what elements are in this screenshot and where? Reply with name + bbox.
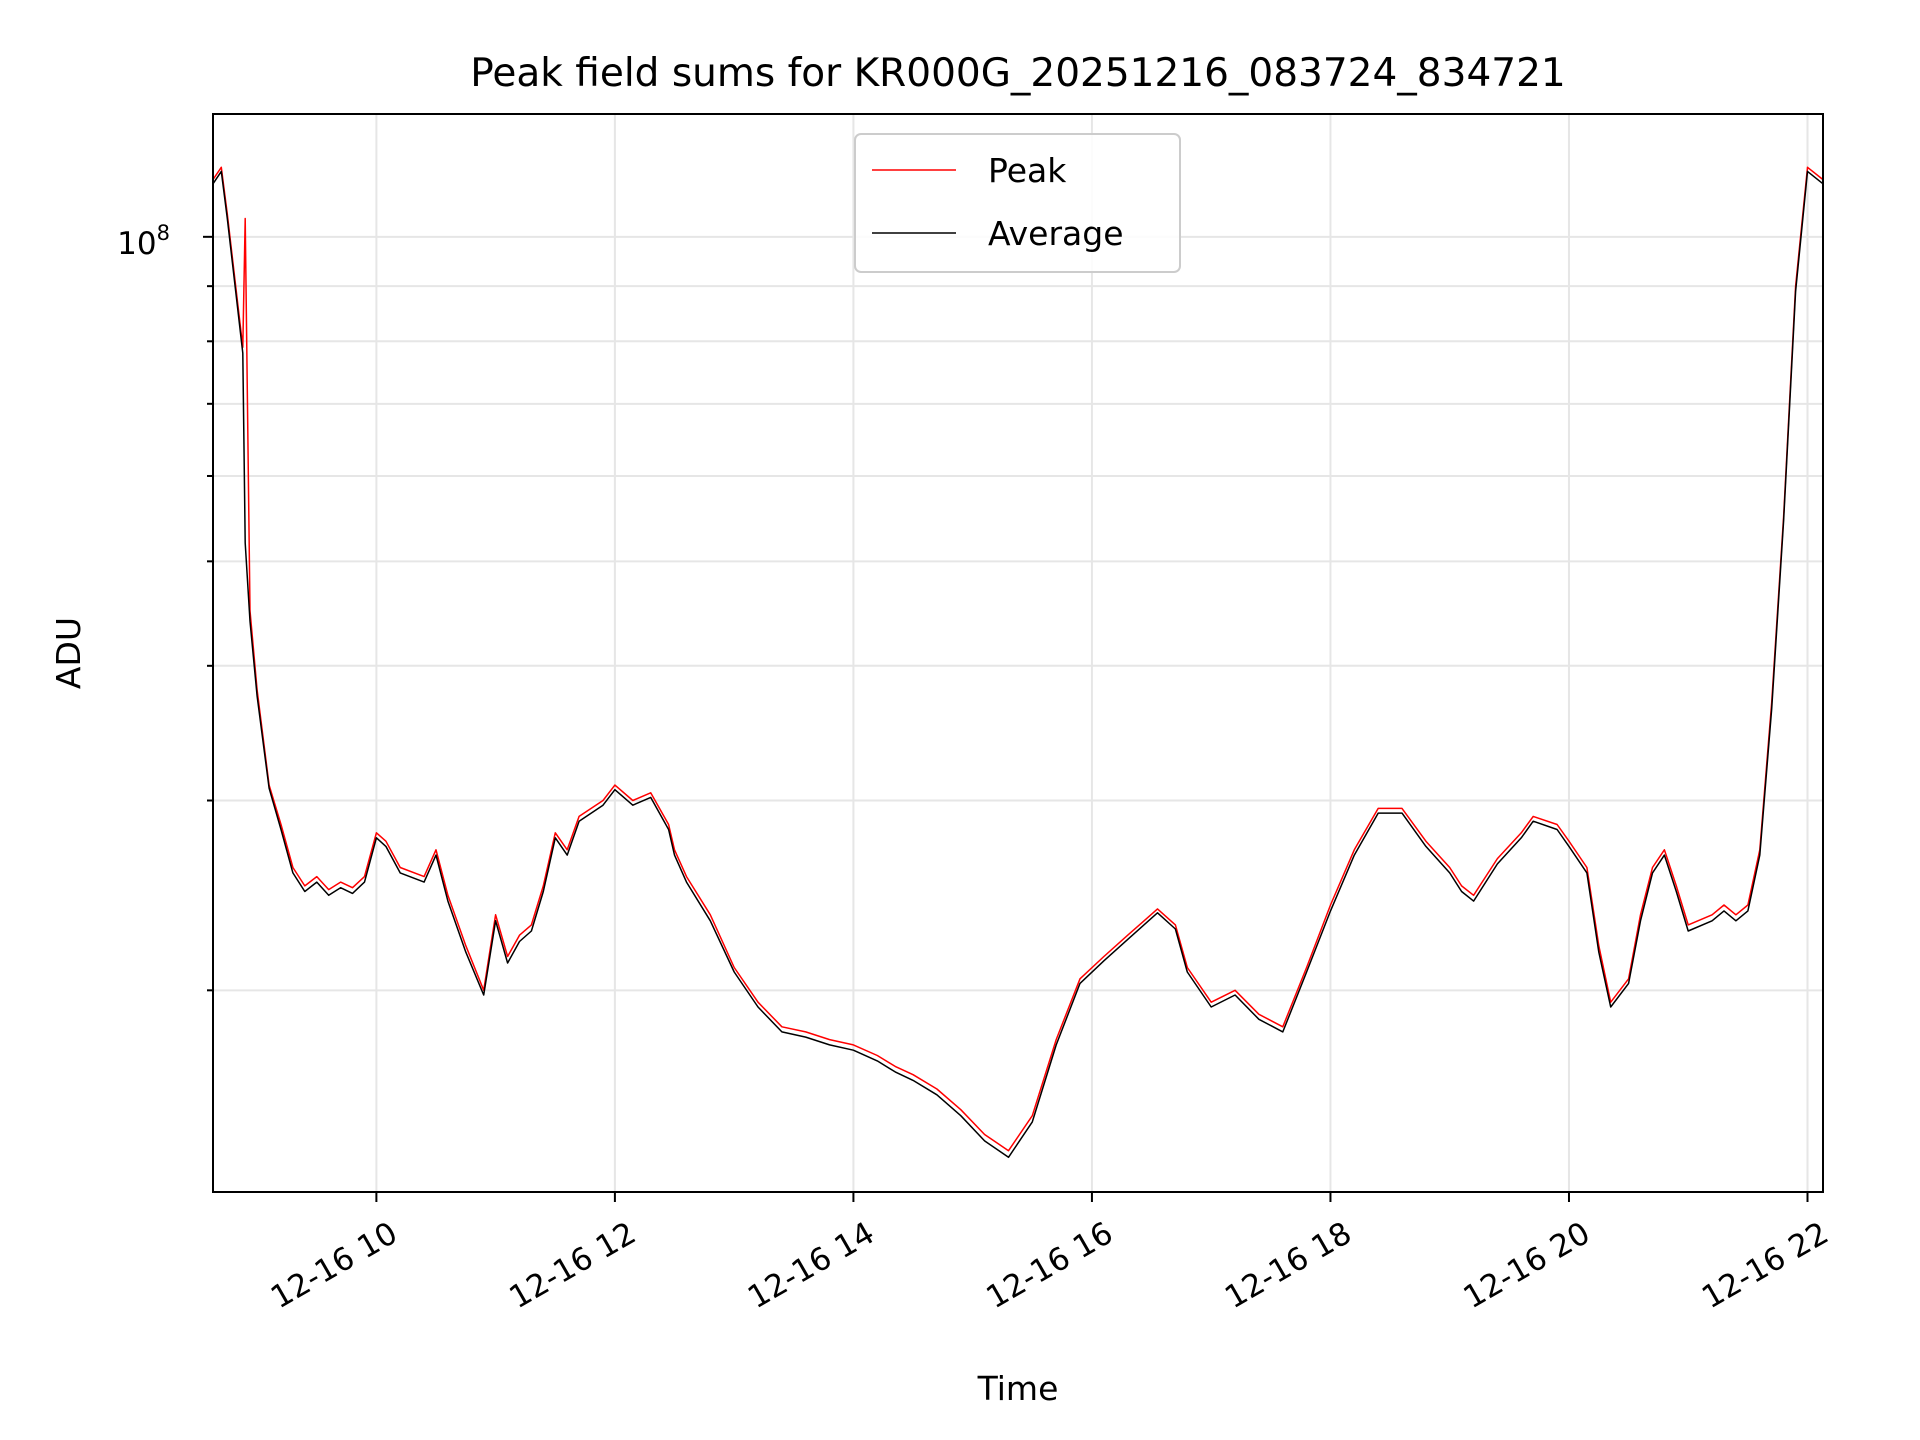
y-ticks: 108 [117, 221, 213, 992]
legend-label-peak: Peak [988, 151, 1067, 190]
y-tick-label-major: 108 [117, 221, 170, 262]
legend: Peak Average [854, 133, 1181, 273]
series-layer [212, 166, 1824, 1159]
legend-box [854, 133, 1181, 273]
series-line-peak [212, 166, 1824, 1152]
series-line-average [212, 170, 1824, 1159]
legend-label-average: Average [988, 214, 1124, 253]
x-axis-label: Time [977, 1369, 1059, 1408]
y-axis-label: ADU [49, 617, 88, 689]
plot-frame [212, 113, 1824, 1193]
chart-title: Peak field sums for KR000G_20251216_0837… [470, 51, 1565, 96]
